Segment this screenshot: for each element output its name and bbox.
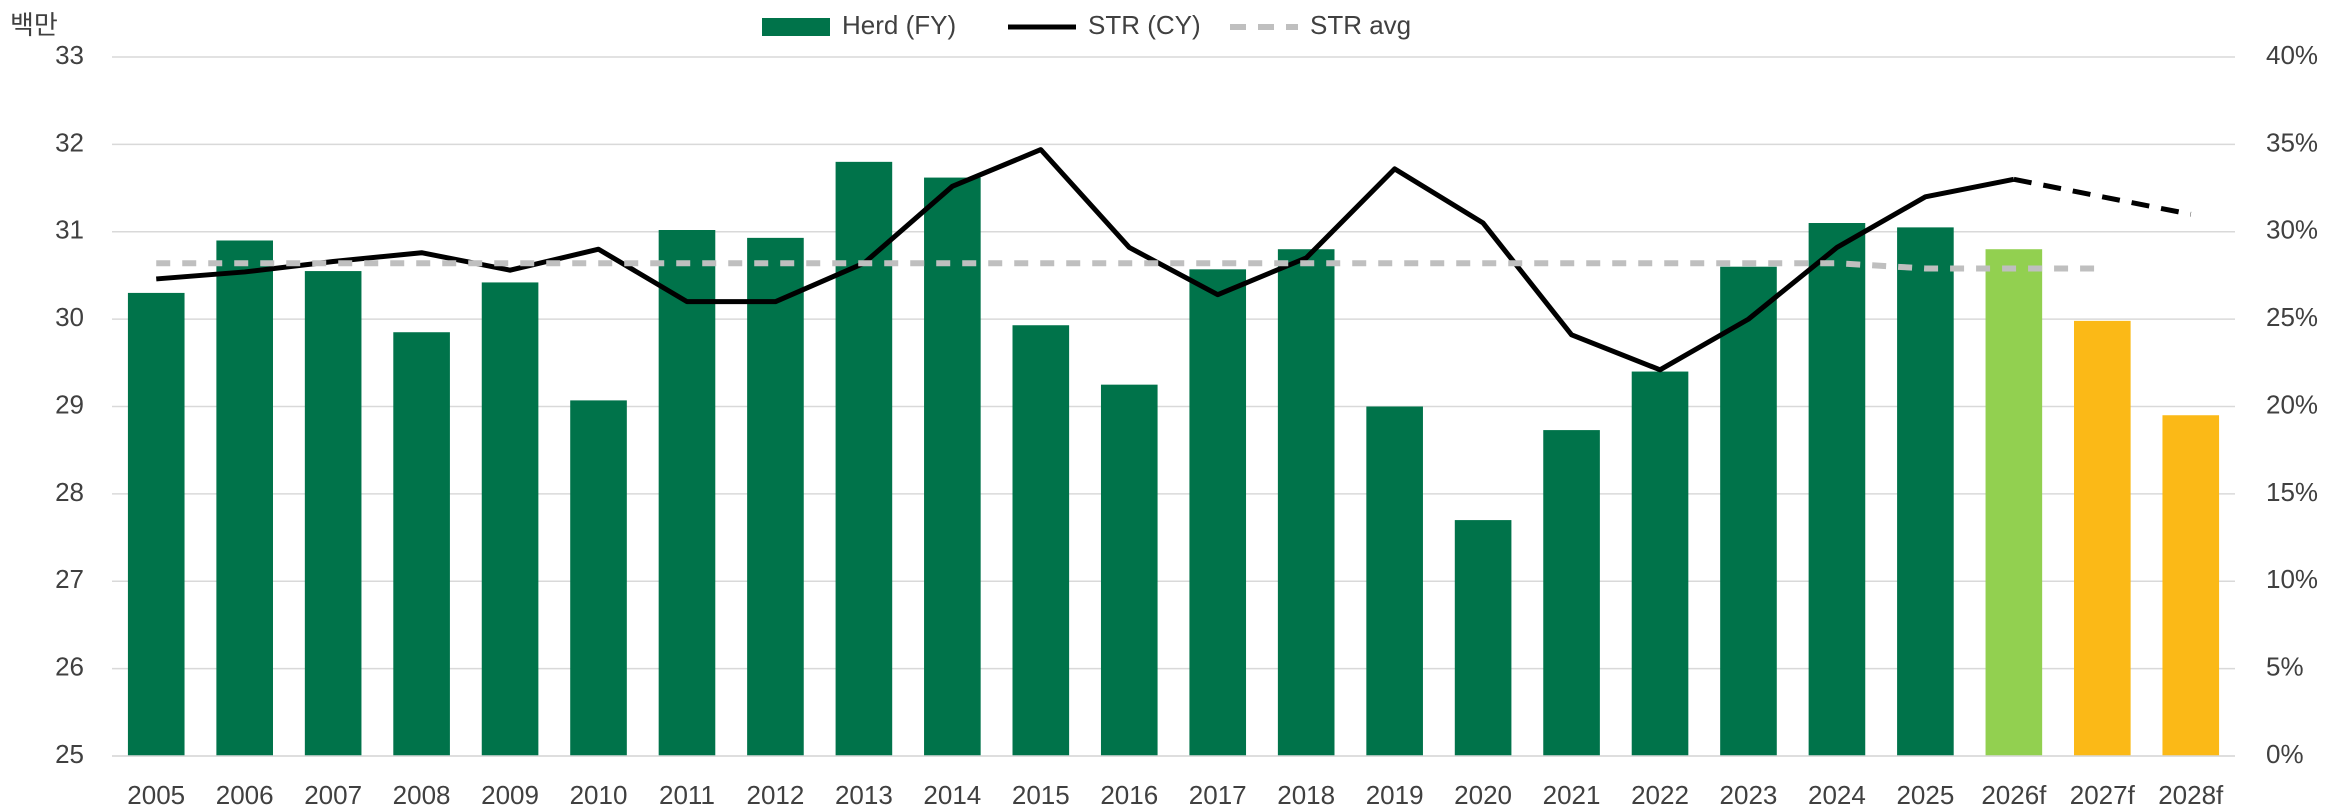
x-tick-label: 2008 (393, 780, 451, 810)
y2-tick-label: 10% (2266, 564, 2318, 594)
x-tick-label: 2022 (1631, 780, 1689, 810)
y2-tick-label: 0% (2266, 739, 2304, 769)
x-tick-label: 2011 (659, 780, 715, 810)
bar (1100, 384, 1158, 756)
bar (216, 240, 273, 757)
bar (2162, 415, 2220, 756)
bar (1631, 371, 1689, 756)
bar (747, 237, 804, 756)
y-tick-label: 31 (55, 215, 84, 245)
x-tick-label: 2014 (923, 780, 981, 810)
unit-label: 백만 (10, 10, 58, 40)
y2-tick-label: 20% (2266, 389, 2318, 419)
bar (1720, 266, 1777, 756)
bar (127, 292, 185, 756)
y2-tick-label: 15% (2266, 477, 2318, 507)
y-tick-label: 27 (55, 564, 84, 594)
y-tick-label: 33 (55, 40, 84, 70)
y-tick-label: 30 (55, 302, 84, 332)
x-tick-label: 2018 (1277, 780, 1335, 810)
x-tick-label: 2025 (1896, 780, 1954, 810)
bar (658, 230, 716, 756)
y2-tick-label: 5% (2266, 652, 2304, 682)
x-tick-label: 2016 (1100, 780, 1158, 810)
x-tick-label: 2021 (1543, 780, 1601, 810)
y-tick-label: 32 (55, 127, 84, 157)
x-tick-label: 2012 (747, 780, 805, 810)
y-tick-label: 25 (55, 739, 84, 769)
bar (924, 177, 981, 756)
line (2013, 176, 2192, 217)
legend-label: STR (CY) (1088, 10, 1201, 40)
x-tick-label: 2020 (1454, 780, 1512, 810)
y2-tick-label: 35% (2266, 127, 2318, 157)
bar (1366, 406, 1423, 756)
legend-swatch (762, 18, 830, 36)
y2-tick-label: 25% (2266, 302, 2318, 332)
x-tick-label: 2015 (1012, 780, 1070, 810)
legend-label: Herd (FY) (842, 10, 956, 40)
x-tick-label: 2010 (570, 780, 628, 810)
bar (393, 332, 450, 756)
x-tick-label: 2026f (1981, 780, 2047, 810)
bar (1897, 227, 1954, 757)
bar (1454, 520, 1512, 756)
line (156, 147, 2015, 373)
bar (1543, 430, 1600, 756)
y2-tick-label: 40% (2266, 40, 2318, 70)
bar (1808, 223, 1866, 756)
bar (481, 282, 539, 756)
bar (304, 271, 362, 756)
bar (1189, 269, 1247, 756)
y2-tick-label: 30% (2266, 215, 2318, 245)
x-tick-label: 2009 (481, 780, 539, 810)
x-tick-label: 2023 (1720, 780, 1778, 810)
bar (570, 400, 627, 756)
bar (2074, 320, 2131, 756)
bar (1012, 325, 1070, 756)
x-tick-label: 2013 (835, 780, 893, 810)
bar (1985, 249, 2043, 756)
x-tick-label: 2019 (1366, 780, 1424, 810)
y-tick-label: 28 (55, 477, 84, 507)
legend-label: STR avg (1310, 10, 1411, 40)
x-tick-label: 2027f (2070, 780, 2136, 810)
x-tick-label: 2007 (304, 780, 362, 810)
bar (1277, 249, 1335, 756)
x-tick-label: 2024 (1808, 780, 1866, 810)
line (156, 260, 2103, 272)
y-tick-label: 26 (55, 652, 84, 682)
x-tick-label: 2028f (2158, 780, 2224, 810)
x-tick-label: 2006 (216, 780, 274, 810)
bar (835, 161, 893, 757)
x-tick-label: 2017 (1189, 780, 1247, 810)
x-tick-label: 2005 (127, 780, 185, 810)
y-tick-label: 29 (55, 389, 84, 419)
